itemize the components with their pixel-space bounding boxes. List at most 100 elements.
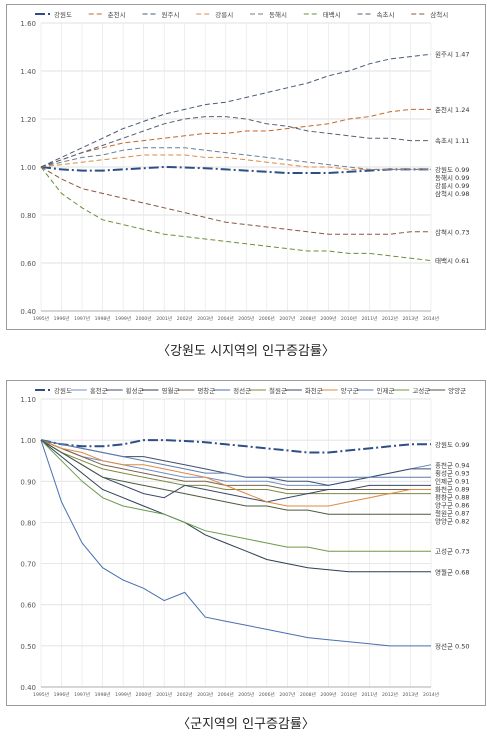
- x-tick-label: 2001년: [156, 315, 172, 322]
- series-line: [40, 439, 431, 552]
- legend: 강원도 춘천시 원주시 강릉시 동해시 태백시 속초시 삼척시: [35, 10, 448, 19]
- chart-cities: 강원도 춘천시 원주시 강릉시 동해시 태백시 속초시 삼척시 0.40 0.60 0.80 1.00…: [20, 10, 469, 322]
- x-tick-label: 2014년: [423, 691, 439, 698]
- legend-label: 영월군: [162, 386, 180, 395]
- end-label: 정선군 0.50: [435, 641, 469, 650]
- x-tick-label: 2006년: [259, 315, 275, 322]
- series-line: [40, 439, 431, 515]
- y-tick-label: 1.00: [20, 164, 36, 172]
- end-label: 동해시 0.99: [435, 173, 469, 182]
- x-tick-label: 1996년: [54, 315, 70, 322]
- y-tick-label: 1.40: [20, 68, 36, 76]
- series-line: [40, 439, 431, 503]
- x-tick-label: 1996년: [54, 691, 70, 698]
- end-label: 강원도 0.99: [435, 440, 469, 449]
- end-label: 고성군 0.73: [435, 547, 469, 556]
- y-tick-label: 1.00: [20, 437, 36, 445]
- x-tick-label: 1999년: [115, 315, 131, 322]
- legend-label: 강릉시: [215, 10, 233, 19]
- end-label: 인제군 0.91: [435, 476, 469, 485]
- end-label: 횡성군 0.93: [435, 468, 469, 477]
- series-line: [40, 147, 431, 170]
- x-tick-label: 2011년: [361, 691, 377, 698]
- y-tick-label: 0.60: [20, 260, 36, 268]
- x-tick-label: 2002년: [177, 691, 193, 698]
- series-line: [40, 439, 431, 478]
- series-line: [40, 165, 431, 174]
- x-tick-label: 2007년: [279, 315, 295, 322]
- legend-label: 강원도: [54, 10, 72, 19]
- x-tick-label: 1997년: [74, 691, 90, 698]
- y-tick-label: 0.50: [20, 643, 36, 651]
- series-line: [40, 116, 431, 168]
- x-tick-label: 1999년: [115, 691, 131, 698]
- end-label: 춘천시 1.24: [435, 105, 469, 114]
- legend-label: 강원도: [54, 386, 72, 395]
- x-tick-label: 2009년: [320, 315, 336, 322]
- x-tick-label: 2014년: [423, 315, 439, 322]
- y-tick-label: 0.70: [20, 561, 36, 569]
- x-tick-label: 2003년: [197, 315, 213, 322]
- end-label: 화천군 0.89: [435, 484, 469, 493]
- legend-label: 태백시: [323, 10, 341, 19]
- caption-cities: 〈강원도 시지역의 인구증감률〉: [157, 344, 335, 359]
- x-tick-label: 1995년: [33, 691, 49, 698]
- y-tick-label: 0.80: [20, 519, 36, 527]
- y-tick-label: 0.40: [20, 308, 36, 316]
- x-tick-label: 1997년: [74, 315, 90, 322]
- x-tick-label: 2003년: [197, 691, 213, 698]
- chart-panel-cities: 강원도 춘천시 원주시 강릉시 동해시 태백시 속초시 삼척시 0.40 0.60 0.80 1.00…: [6, 4, 486, 330]
- x-tick-label: 2013년: [403, 691, 419, 698]
- x-tick-label: 2010년: [341, 315, 357, 322]
- end-label: 양구군 0.86: [435, 501, 469, 509]
- series-line: [40, 439, 431, 490]
- y-tick-label: 1.10: [20, 396, 36, 404]
- x-tick-label: 1998년: [95, 691, 111, 698]
- x-tick-label: 2004년: [218, 315, 234, 322]
- legend-label: 철원군: [269, 386, 287, 395]
- x-tick-label: 2008년: [300, 691, 316, 698]
- end-label: 철원군 0.87: [435, 508, 469, 517]
- end-label: 영월군 0.68: [435, 567, 469, 576]
- x-tick-label: 2000년: [136, 315, 152, 322]
- legend-label: 춘천시: [108, 10, 126, 19]
- end-label: 강원도 0.99: [435, 165, 469, 174]
- series-line: [40, 166, 431, 235]
- legend-label: 동해시: [269, 10, 287, 19]
- x-tick-label: 2005년: [238, 691, 254, 698]
- legend-label: 삼척시: [430, 10, 448, 19]
- y-tick-label: 0.60: [20, 602, 36, 610]
- end-label: 양양군 0.82: [435, 517, 469, 525]
- chart-panel-counties: 강원도 홍천군 횡성군 영월군 평창군 정선군 철원군 화천군 양구군 인제군 고성군 양양군 0.40…: [6, 380, 486, 706]
- end-label: 평창군 0.88: [435, 492, 469, 501]
- legend-label: 평창군: [197, 386, 215, 395]
- series-line: [40, 166, 432, 262]
- series-line: [40, 154, 431, 170]
- legend: 강원도 홍천군 횡성군 영월군 평창군 정선군 철원군 화천군 양구군 인제군 고성군 양양군: [35, 386, 466, 395]
- y-tick-label: 1.20: [20, 116, 36, 124]
- x-tick-label: 2007년: [279, 691, 295, 698]
- x-tick-label: 2009년: [320, 691, 336, 698]
- x-tick-label: 2011년: [361, 315, 377, 322]
- x-tick-label: 2004년: [218, 691, 234, 698]
- x-tick-label: 2000년: [136, 691, 152, 698]
- end-label: 속초시 1.11: [435, 137, 469, 145]
- chart-counties: 강원도 홍천군 횡성군 영월군 평창군 정선군 철원군 화천군 양구군 인제군 고성군 양양군 0.40…: [20, 386, 469, 698]
- caption-counties: 〈군지역의 인구증감률〉: [177, 717, 315, 732]
- end-label: 삼척시 0.73: [435, 227, 469, 236]
- end-label: 삼척시 0.98: [435, 189, 469, 198]
- y-tick-label: 1.60: [20, 20, 36, 28]
- x-tick-label: 2012년: [382, 691, 398, 698]
- x-tick-label: 1995년: [33, 315, 49, 322]
- end-label: 강릉시 0.99: [435, 181, 469, 190]
- x-tick-label: 2002년: [177, 315, 193, 322]
- series-line: [40, 108, 431, 168]
- legend-label: 화천군: [305, 386, 323, 395]
- series-line: [40, 439, 431, 454]
- legend-label: 홍천군: [90, 386, 108, 395]
- legend-label: 속초시: [377, 11, 395, 19]
- end-label: 홍천군 0.94: [435, 460, 469, 469]
- end-label: 태백시 0.61: [435, 256, 469, 265]
- x-tick-label: 2013년: [403, 315, 419, 322]
- y-tick-label: 0.90: [20, 478, 36, 486]
